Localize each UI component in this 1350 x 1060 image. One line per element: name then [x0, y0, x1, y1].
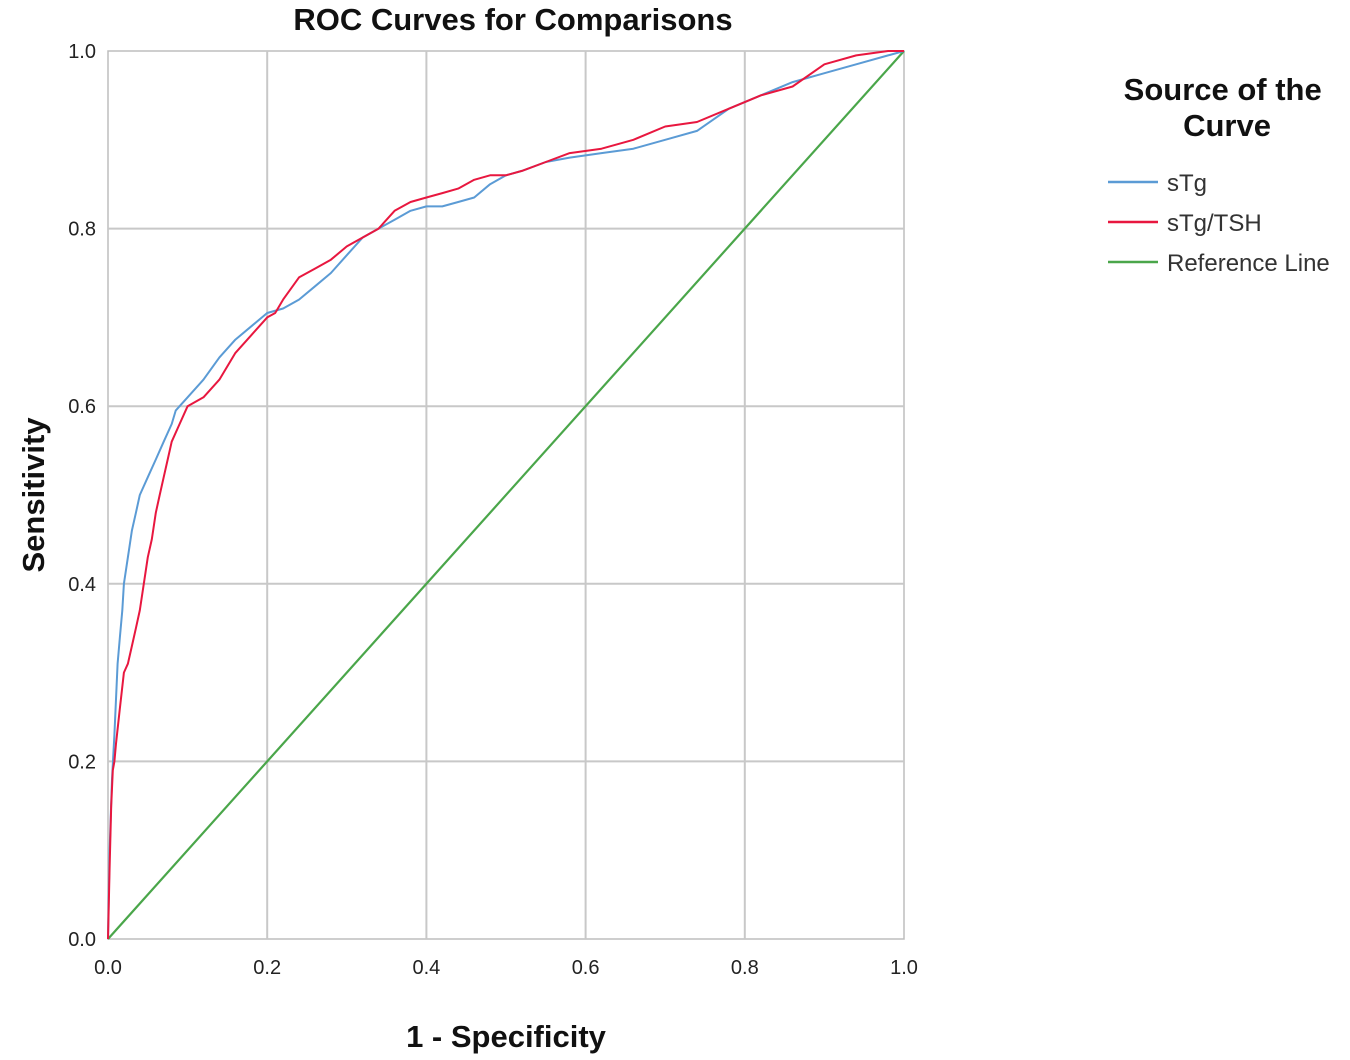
series-line-reference-line [107, 50, 905, 940]
chart-title: ROC Curves for Comparisons [293, 2, 732, 37]
legend-label-stg-tsh: sTg/TSH [1167, 210, 1262, 237]
series-group [107, 50, 905, 940]
y-tick-label: 0.0 [68, 929, 96, 951]
series-line-stg [107, 50, 905, 940]
x-tick-label: 0.8 [731, 957, 759, 979]
y-tick-label: 0.6 [68, 396, 96, 418]
y-tick-label: 0.8 [68, 219, 96, 241]
legend-title: Source of the Curve [1124, 72, 1331, 143]
legend-items: sTg sTg/TSH Reference Line [1108, 170, 1330, 277]
legend: Source of the Curve sTg sTg/TSH Reference … [1108, 72, 1330, 277]
legend-label-reference-line: Reference Line [1167, 250, 1330, 277]
legend-title-line-1: Source of the [1124, 72, 1322, 107]
y-tick-label: 0.4 [68, 574, 96, 596]
x-tick-label: 0.2 [253, 957, 281, 979]
legend-title-line-2: Curve [1183, 108, 1271, 143]
x-tick-label: 1.0 [890, 957, 918, 979]
y-tick-label: 0.2 [68, 751, 96, 773]
tick-labels: 0.0 0.2 0.4 0.6 0.8 1.0 0.0 0.2 0.4 0.6 0.8 1.0 [68, 41, 918, 979]
series-line-stg-tsh [107, 50, 904, 940]
x-axis-title: 1 - Specificity [406, 1019, 607, 1054]
x-tick-label: 0.4 [412, 957, 440, 979]
legend-label-stg: sTg [1167, 170, 1207, 197]
y-axis-title: Sensitivity [16, 417, 51, 573]
x-tick-label: 0.0 [94, 957, 122, 979]
grid [108, 51, 904, 939]
y-tick-label: 1.0 [68, 41, 96, 63]
x-tick-label: 0.6 [572, 957, 600, 979]
